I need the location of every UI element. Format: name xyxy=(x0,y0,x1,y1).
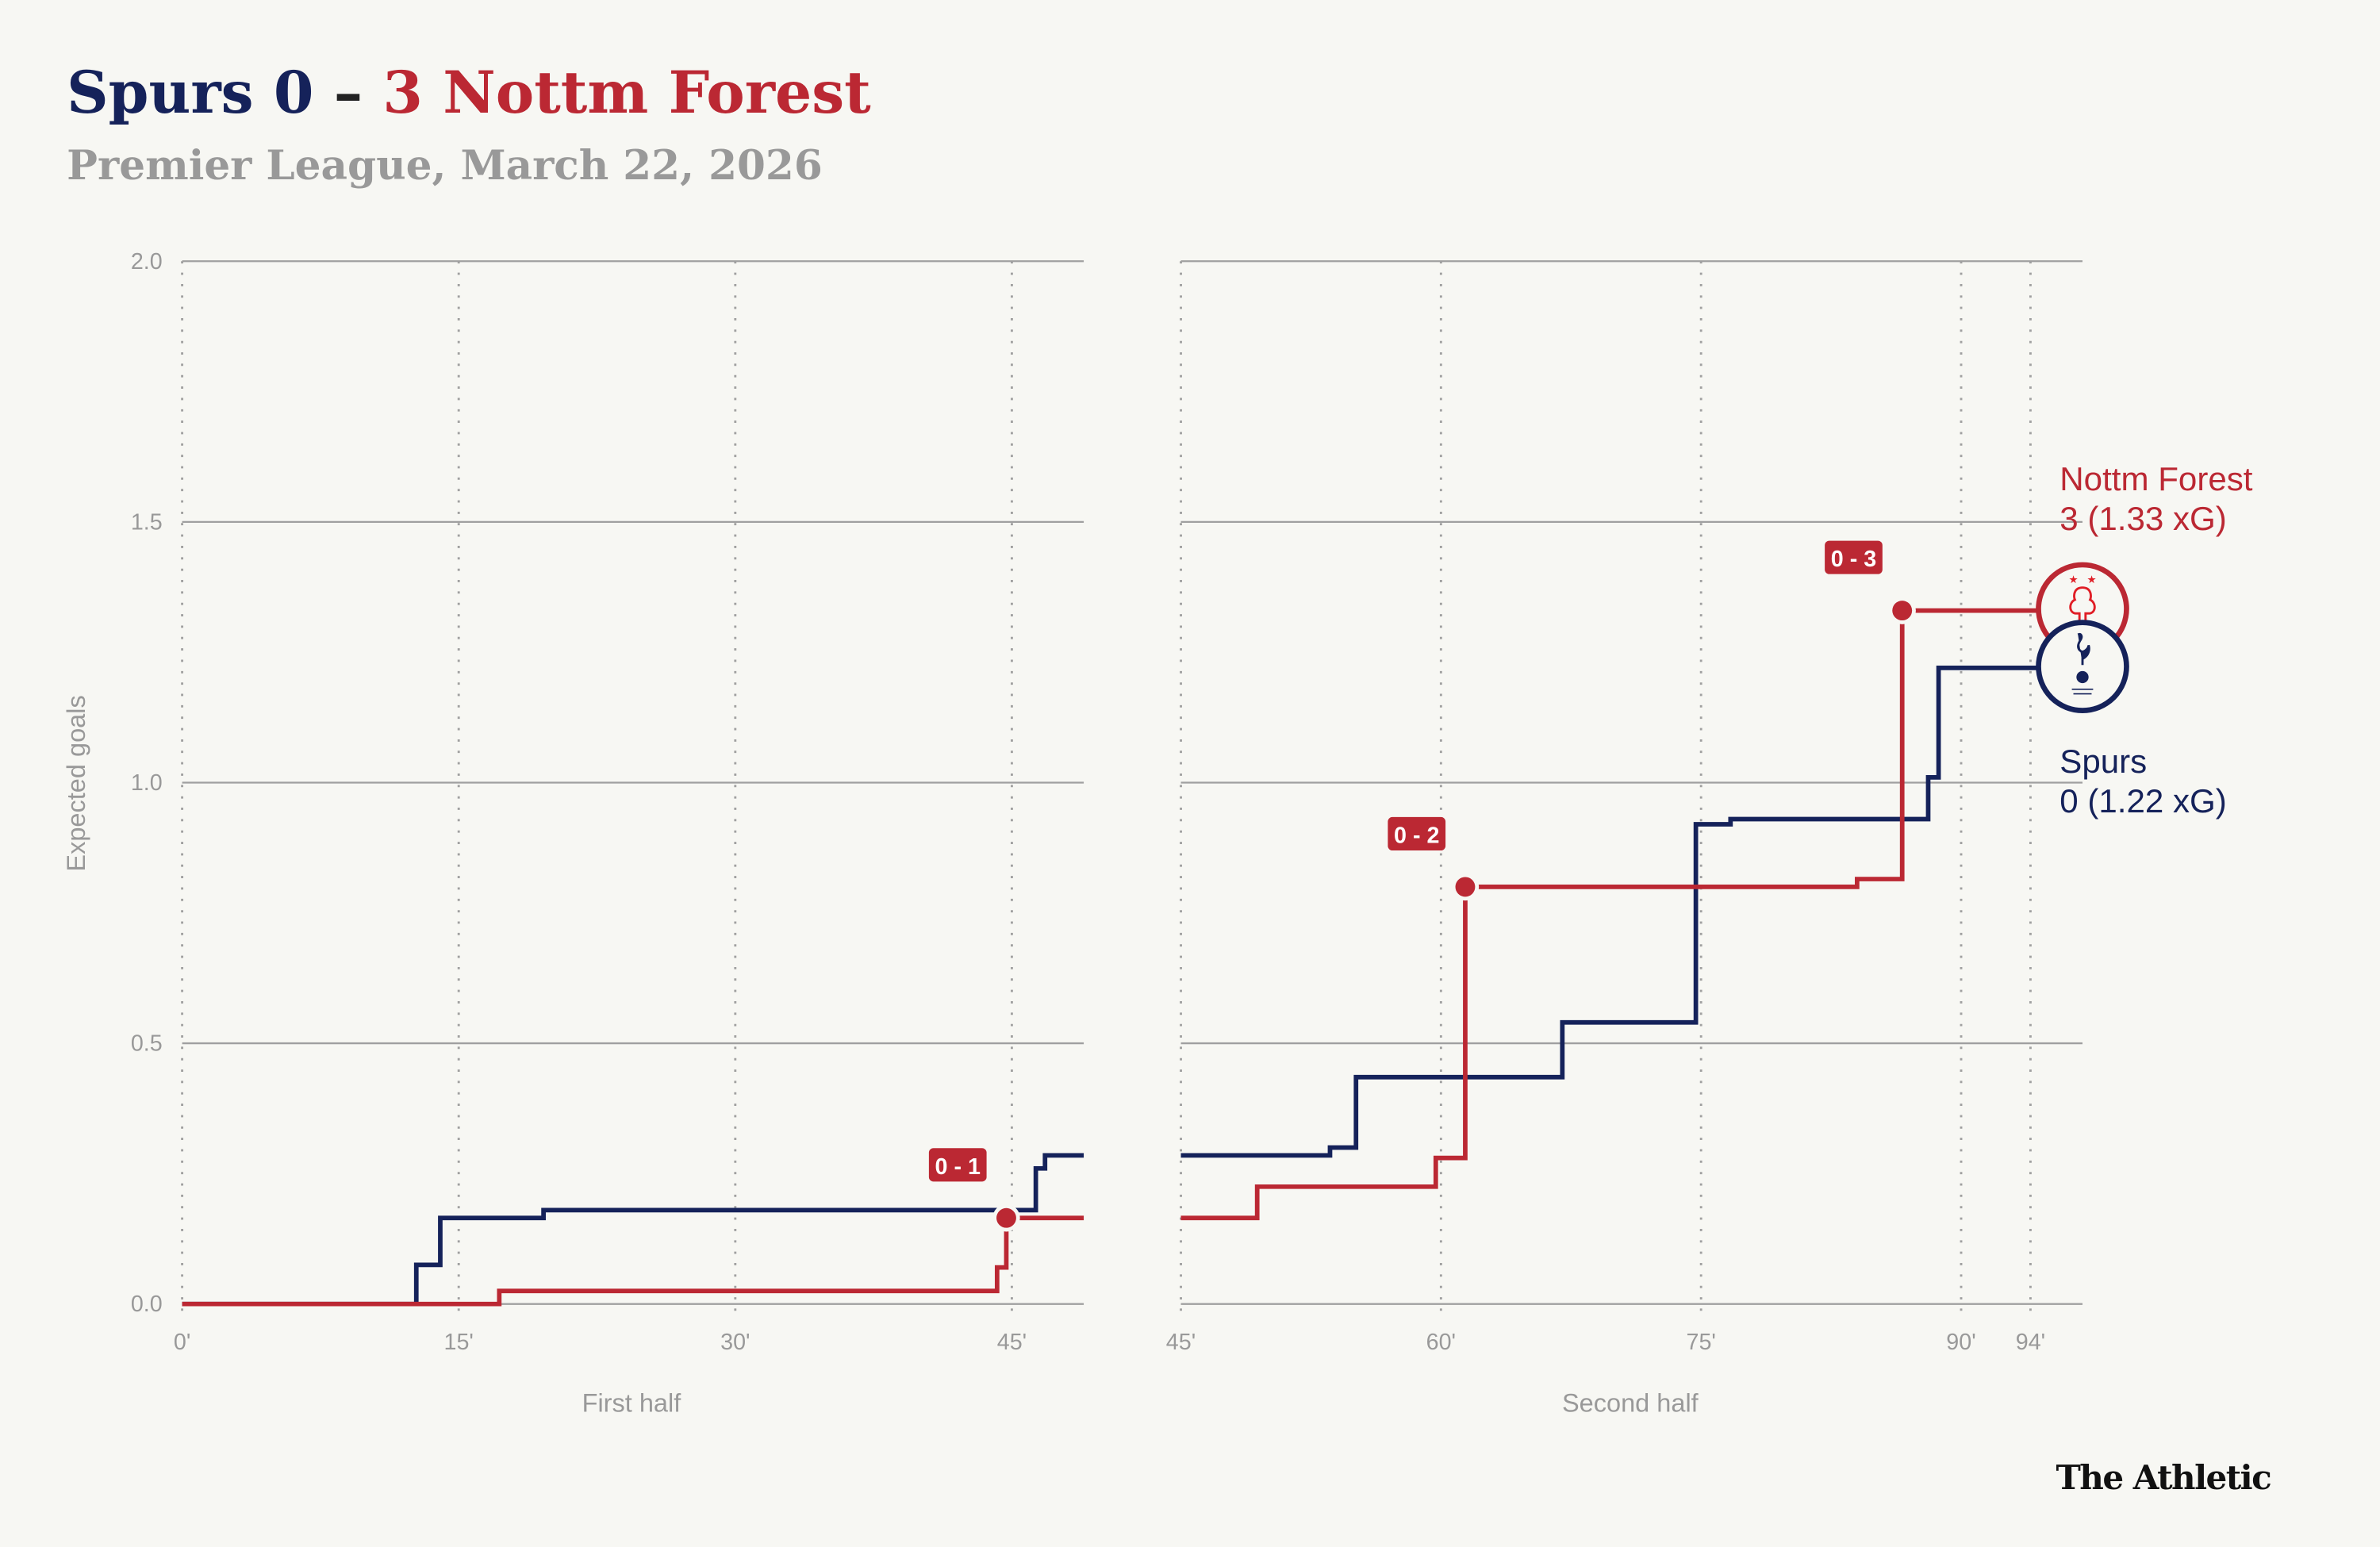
forest-end-label-value: 3 (1.33 xG) xyxy=(2059,500,2226,537)
x-tick-label: 45' xyxy=(1166,1330,1196,1355)
axes: 0.0 0.5 1.0 1.5 2.0 0' 15' 30' 45' 45' 60' 75' 90' 94… xyxy=(131,249,2045,1355)
x-tick-label: 75' xyxy=(1686,1330,1715,1355)
y-tick-label: 1.5 xyxy=(131,509,163,535)
x-tick-label: 45' xyxy=(997,1330,1027,1355)
goal-score-badge xyxy=(1825,540,1883,574)
series-lines xyxy=(182,608,2042,1307)
chart-title: Spurs 0 – 3 Nottm Forest xyxy=(67,60,871,127)
panel-label-second-half: Second half xyxy=(1562,1389,1699,1418)
goal-marker xyxy=(1455,877,1476,897)
forest-end-label-name: Nottm Forest xyxy=(2059,460,2252,497)
x-tick-label: 60' xyxy=(1426,1330,1456,1355)
subtitle: Premier League, March 22, 2026 xyxy=(67,142,823,190)
spurs-end-label-value: 0 (1.22 xG) xyxy=(2059,782,2226,820)
svg-text:★: ★ xyxy=(2086,574,2096,585)
spurs-end-label-name: Spurs xyxy=(2059,743,2147,780)
x-tick-label: 90' xyxy=(1946,1330,1975,1355)
goal-score-label: 0 - 2 xyxy=(1394,823,1439,848)
goal-marker xyxy=(1892,601,1913,621)
y-tick-label: 0.0 xyxy=(131,1292,163,1317)
goal-score-badge xyxy=(1388,816,1446,851)
y-tick-label: 0.5 xyxy=(131,1031,163,1057)
x-tick-label: 15' xyxy=(444,1330,474,1355)
y-axis-label: Expected goals xyxy=(62,695,90,871)
tottenham-crest xyxy=(2036,620,2129,713)
goal-markers: 0 - 1 0 - 2 0 - 3 xyxy=(928,540,1916,1232)
goal-score-label: 0 - 1 xyxy=(935,1154,981,1180)
nottm-forest-line-first-half xyxy=(182,1215,1084,1307)
x-tick-label: 94' xyxy=(2016,1330,2045,1355)
y-tick-label: 2.0 xyxy=(131,249,163,274)
svg-text:★: ★ xyxy=(2069,574,2079,585)
x-tick-label: 30' xyxy=(720,1330,750,1355)
spurs-line-second-half xyxy=(1180,666,2042,1158)
grid xyxy=(181,260,2082,1316)
goal-score-badge xyxy=(928,1148,987,1182)
title-dash: – xyxy=(334,60,363,127)
title-home: Spurs 0 xyxy=(67,60,313,127)
title-away: 3 Nottm Forest xyxy=(382,60,871,127)
spurs-line-first-half xyxy=(182,1153,1084,1307)
goal-marker xyxy=(996,1207,1016,1228)
x-tick-label: 0' xyxy=(174,1330,190,1355)
goal-score-label: 0 - 3 xyxy=(1831,547,1876,572)
y-tick-label: 1.0 xyxy=(131,770,163,796)
nottm-forest-line-second-half xyxy=(1180,608,2042,1221)
panel-label-first-half: First half xyxy=(582,1389,682,1418)
the-athletic-logo: The Athletic xyxy=(2056,1457,2271,1497)
